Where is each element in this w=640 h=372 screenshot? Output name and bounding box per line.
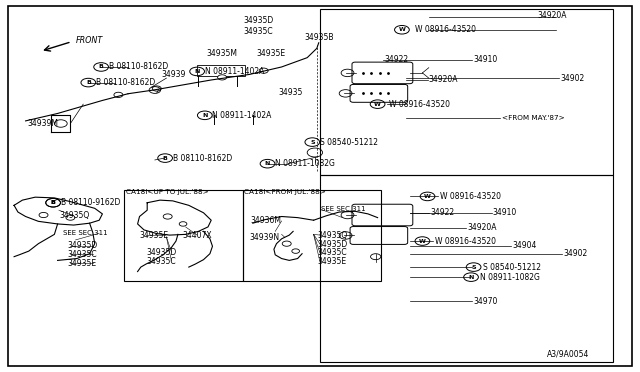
Text: 34920A: 34920A <box>467 223 497 232</box>
Bar <box>243 190 381 281</box>
Text: 34935C: 34935C <box>317 248 347 257</box>
Text: 34920A: 34920A <box>429 76 458 84</box>
Bar <box>124 190 243 281</box>
Circle shape <box>218 75 227 80</box>
Text: 34922: 34922 <box>384 55 408 64</box>
Text: B: B <box>51 200 56 205</box>
Text: B 08110-8162D: B 08110-8162D <box>96 78 156 87</box>
Text: 34935B: 34935B <box>305 33 334 42</box>
Text: N: N <box>195 69 200 74</box>
Text: 34935C: 34935C <box>146 257 175 266</box>
Text: 34935D: 34935D <box>68 241 98 250</box>
Text: N: N <box>202 113 207 118</box>
Text: W: W <box>419 238 426 244</box>
Text: CA18I<UP TO JUL.'88>: CA18I<UP TO JUL.'88> <box>126 189 209 195</box>
Text: B: B <box>99 64 104 70</box>
Text: 34910: 34910 <box>474 55 498 64</box>
Text: SEE SEC.311: SEE SEC.311 <box>321 206 366 212</box>
Text: B: B <box>163 155 168 161</box>
Circle shape <box>259 68 268 73</box>
Text: 34936M: 34936M <box>251 217 282 225</box>
Text: N 08911-1402A: N 08911-1402A <box>205 67 264 76</box>
Text: W: W <box>424 194 431 199</box>
Text: 34922: 34922 <box>430 208 454 217</box>
Text: 34910: 34910 <box>493 208 517 217</box>
Text: N 08911-1082G: N 08911-1082G <box>480 273 540 282</box>
Text: N 08911-1402A: N 08911-1402A <box>212 111 272 120</box>
Text: 34935D: 34935D <box>317 240 348 248</box>
Text: 34935D: 34935D <box>243 16 273 25</box>
Text: B: B <box>51 200 56 205</box>
Text: 34939: 34939 <box>161 70 186 79</box>
Text: B 08110-8162D: B 08110-8162D <box>173 154 232 163</box>
Bar <box>197 65 245 76</box>
Text: 34935C: 34935C <box>243 27 273 36</box>
Text: 34970: 34970 <box>474 297 498 306</box>
Text: 34939N: 34939N <box>250 233 280 242</box>
Text: W 08916-43520: W 08916-43520 <box>440 192 501 201</box>
Text: S 08540-51212: S 08540-51212 <box>483 263 541 272</box>
Text: 34902: 34902 <box>563 249 588 258</box>
Text: B: B <box>86 80 91 85</box>
Text: <FROM MAY.'87>: <FROM MAY.'87> <box>502 115 564 121</box>
Bar <box>320 9 613 175</box>
Text: 34935D: 34935D <box>146 248 176 257</box>
Text: A3/9A0054: A3/9A0054 <box>547 350 589 359</box>
Text: 34920A: 34920A <box>538 11 567 20</box>
Circle shape <box>152 86 161 91</box>
Text: S: S <box>310 140 315 145</box>
Text: FRONT: FRONT <box>76 36 103 45</box>
Text: S 08540-51212: S 08540-51212 <box>320 138 378 147</box>
Text: N: N <box>468 275 474 280</box>
Text: 34935E: 34935E <box>256 49 285 58</box>
Text: CA18I<FROM JUL.'88>: CA18I<FROM JUL.'88> <box>244 189 326 195</box>
Text: 34935E: 34935E <box>317 257 347 266</box>
Text: 34935: 34935 <box>278 88 303 97</box>
Text: W 08916-43520: W 08916-43520 <box>415 25 476 34</box>
Text: 34935E: 34935E <box>68 259 97 268</box>
Text: 34935C: 34935C <box>68 250 97 259</box>
Text: 34935Q: 34935Q <box>60 211 90 220</box>
Text: B 08110-8162D: B 08110-8162D <box>109 62 168 71</box>
Text: W 08916-43520: W 08916-43520 <box>389 100 450 109</box>
Text: S: S <box>471 264 476 270</box>
Text: 34935Q: 34935Q <box>317 231 348 240</box>
Bar <box>320 175 613 362</box>
Text: 34904: 34904 <box>512 241 536 250</box>
Text: N 08911-1082G: N 08911-1082G <box>275 159 335 168</box>
Text: W 08916-43520: W 08916-43520 <box>435 237 496 246</box>
Text: 34902: 34902 <box>560 74 584 83</box>
Text: W: W <box>374 102 381 107</box>
Text: 34935E: 34935E <box>140 231 169 240</box>
Text: 34939M: 34939M <box>28 119 58 128</box>
Text: B 08110-9162D: B 08110-9162D <box>61 198 121 207</box>
Text: 34935M: 34935M <box>206 49 237 58</box>
Text: W: W <box>399 27 405 32</box>
Text: SEE SEC.311: SEE SEC.311 <box>63 230 108 236</box>
Text: N: N <box>265 161 270 166</box>
Circle shape <box>114 92 123 97</box>
Text: 34407X: 34407X <box>182 231 212 240</box>
